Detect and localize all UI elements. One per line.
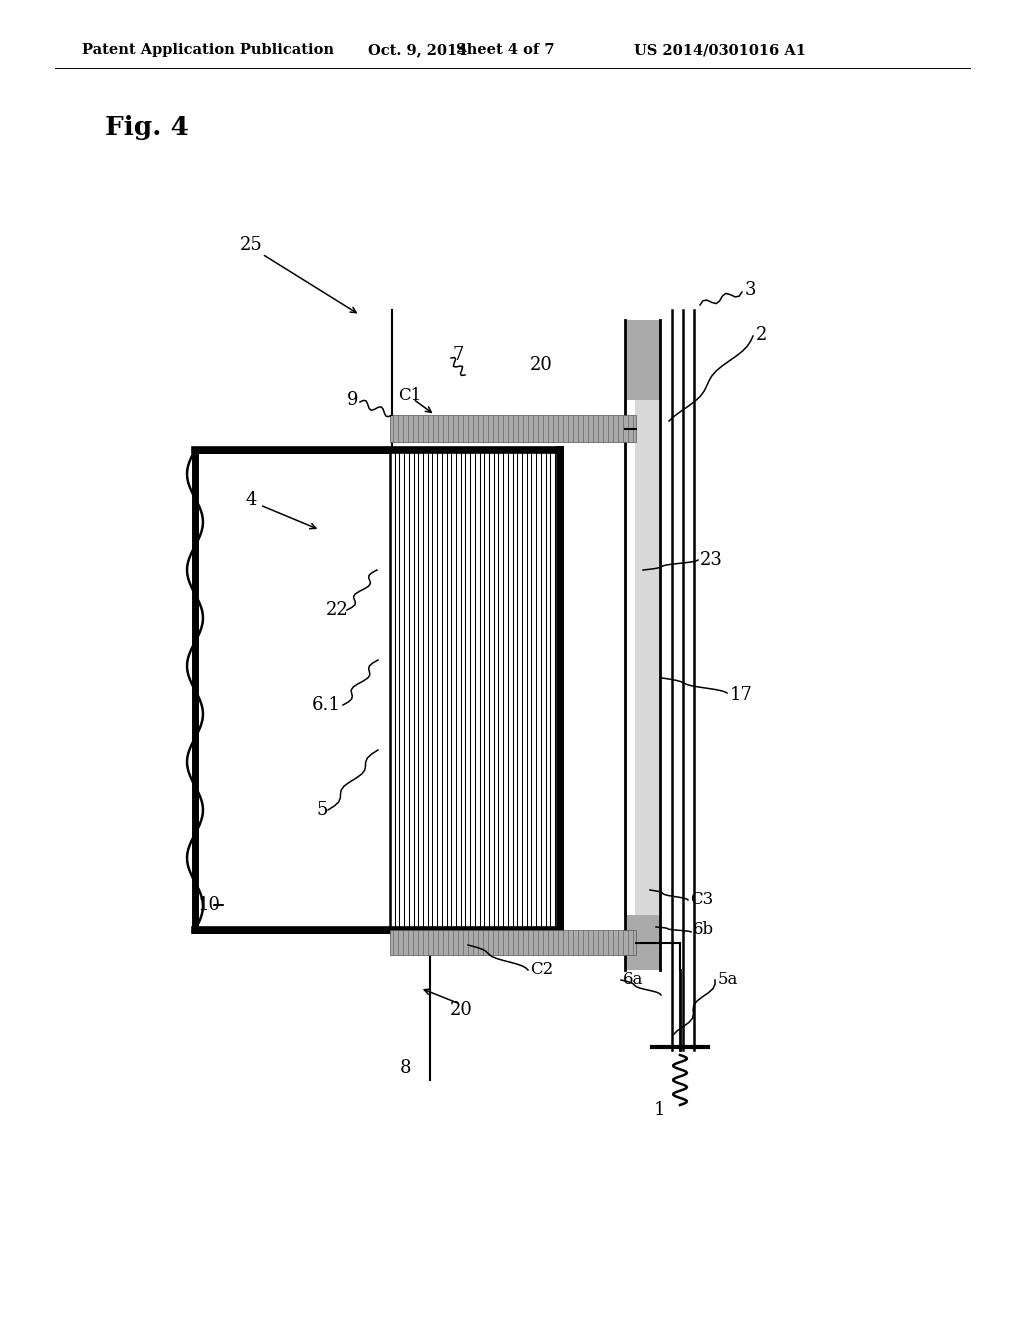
Text: 8: 8 (400, 1059, 412, 1077)
Text: C3: C3 (690, 891, 714, 908)
Text: Patent Application Publication: Patent Application Publication (82, 44, 334, 57)
Text: 5a: 5a (718, 972, 738, 989)
Bar (625, 915, 660, 970)
Text: 3: 3 (745, 281, 757, 300)
Text: 17: 17 (730, 686, 753, 704)
Text: 22: 22 (326, 601, 349, 619)
Text: 6.1: 6.1 (312, 696, 341, 714)
Text: 7: 7 (452, 346, 464, 364)
Text: Sheet 4 of 7: Sheet 4 of 7 (456, 44, 555, 57)
Bar (390, 414, 636, 442)
Bar (195, 450, 560, 931)
Text: 2: 2 (756, 326, 767, 345)
Bar (625, 319, 660, 400)
Bar (625, 319, 660, 970)
Text: 5: 5 (316, 801, 328, 818)
Text: 6b: 6b (693, 921, 714, 939)
Text: 1: 1 (654, 1101, 666, 1119)
Text: Fig. 4: Fig. 4 (105, 115, 189, 140)
Text: Oct. 9, 2014: Oct. 9, 2014 (368, 44, 467, 57)
Text: 23: 23 (700, 550, 723, 569)
Text: 25: 25 (240, 236, 263, 253)
Text: US 2014/0301016 A1: US 2014/0301016 A1 (634, 44, 806, 57)
Text: 10: 10 (198, 896, 221, 913)
Text: 20: 20 (450, 1001, 473, 1019)
Text: 6a: 6a (623, 972, 643, 989)
Text: 9: 9 (346, 391, 358, 409)
Text: C2: C2 (530, 961, 553, 978)
Text: 4: 4 (245, 491, 256, 510)
Text: C1: C1 (398, 387, 421, 404)
Text: 20: 20 (530, 356, 553, 374)
Bar (627, 400, 635, 915)
Bar (390, 931, 636, 954)
Bar (390, 450, 555, 931)
